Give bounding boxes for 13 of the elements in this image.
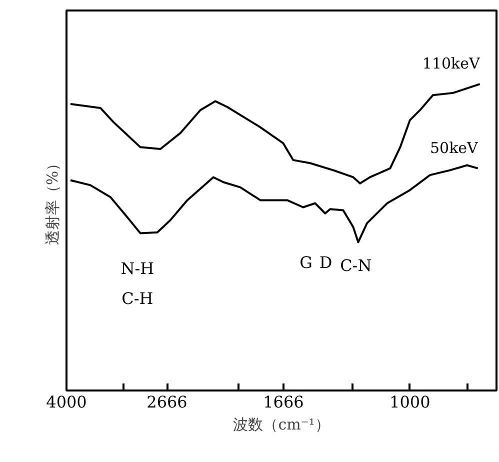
- x-axis-title: 波数（cm⁻¹）: [233, 416, 330, 434]
- x-tick-label: 2666: [146, 392, 188, 412]
- y-axis-title: 透射率（%）: [44, 156, 62, 246]
- annotation: C-N: [340, 256, 372, 275]
- annotation: C-H: [122, 289, 154, 308]
- x-tick-label: 4000: [46, 392, 87, 412]
- x-tick-label: 1000: [390, 392, 430, 412]
- x-tick-label: 1666: [263, 392, 304, 412]
- annotation: G: [300, 252, 312, 272]
- annotation: N-H: [120, 259, 154, 278]
- series-label: 50keV: [430, 138, 480, 157]
- series-label: 110keV: [422, 54, 482, 73]
- annotation: D: [319, 252, 332, 272]
